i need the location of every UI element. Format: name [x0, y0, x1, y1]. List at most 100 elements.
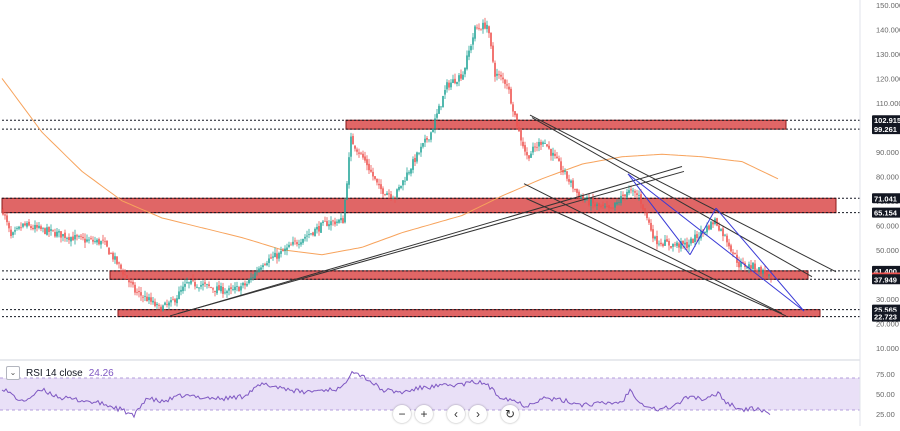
- candle-body: [312, 232, 314, 236]
- candle: [210, 286, 212, 289]
- candle-body: [270, 257, 272, 259]
- candle: [416, 151, 418, 164]
- candle-body: [254, 272, 256, 279]
- candle-body: [178, 291, 180, 300]
- candle: [146, 292, 148, 302]
- chevron-down-icon[interactable]: ⌄: [6, 366, 20, 380]
- candle: [752, 261, 754, 272]
- candle-body: [322, 221, 324, 224]
- candle-body: [740, 262, 742, 267]
- candle: [176, 294, 178, 307]
- candle-body: [742, 262, 744, 263]
- candle-body: [294, 240, 296, 242]
- candle-body: [488, 26, 490, 34]
- candle-body: [558, 158, 560, 162]
- candle: [516, 113, 518, 128]
- candle: [664, 234, 666, 247]
- candle: [646, 212, 648, 221]
- candle: [206, 283, 208, 289]
- candle-body: [614, 202, 616, 208]
- candle: [750, 260, 752, 274]
- candle: [570, 179, 572, 188]
- candle-body: [326, 221, 328, 226]
- scroll-right-button[interactable]: ›: [469, 405, 487, 423]
- candle: [364, 151, 366, 163]
- candle-body: [556, 156, 558, 159]
- candle-body: [516, 113, 518, 127]
- candle-body: [344, 199, 346, 223]
- candle-body: [140, 292, 142, 296]
- candle: [180, 285, 182, 296]
- candle-body: [78, 236, 80, 237]
- candle: [140, 286, 142, 301]
- candle-body: [166, 304, 168, 305]
- candle: [4, 212, 6, 220]
- candle: [758, 267, 760, 275]
- candle: [286, 243, 288, 256]
- candle: [224, 288, 226, 295]
- candle: [568, 174, 570, 185]
- candle: [716, 217, 718, 227]
- candle: [522, 137, 524, 149]
- candle-body: [220, 286, 222, 292]
- candle: [436, 108, 438, 120]
- candle: [622, 191, 624, 201]
- candle-body: [228, 288, 230, 291]
- candle: [56, 228, 58, 238]
- candle: [278, 251, 280, 262]
- candle: [656, 230, 658, 250]
- price-tag: 65.154: [872, 207, 900, 218]
- candle: [72, 231, 74, 241]
- candle: [372, 167, 374, 181]
- candle: [464, 67, 466, 78]
- candle-body: [200, 284, 202, 287]
- candle-body: [356, 149, 358, 152]
- candle-body: [100, 240, 102, 245]
- candle: [300, 238, 302, 247]
- candle: [346, 181, 348, 201]
- candle: [218, 280, 220, 291]
- candle-body: [232, 289, 234, 290]
- candle-body: [492, 45, 494, 62]
- candle: [582, 193, 584, 203]
- candle-body: [62, 234, 64, 237]
- candle-body: [458, 75, 460, 82]
- candle: [144, 290, 146, 301]
- candle-body: [484, 22, 486, 29]
- candle-body: [748, 264, 750, 269]
- candle: [394, 196, 396, 203]
- candle: [330, 216, 332, 231]
- candle: [532, 142, 534, 156]
- candle-body: [560, 161, 562, 171]
- candle: [164, 301, 166, 306]
- candle: [440, 106, 442, 111]
- zoom-in-button[interactable]: +: [415, 405, 433, 423]
- candle: [574, 188, 576, 192]
- candle-body: [718, 225, 720, 231]
- candle: [550, 148, 552, 161]
- candle-body: [92, 239, 94, 242]
- candle-body: [198, 287, 200, 289]
- zone-3: [117, 309, 821, 318]
- candle-body: [248, 279, 250, 284]
- candle-body: [244, 283, 246, 286]
- scroll-left-button[interactable]: ‹: [447, 405, 465, 423]
- candle: [198, 287, 200, 292]
- candle-body: [358, 152, 360, 154]
- candle: [106, 240, 108, 248]
- candle: [274, 247, 276, 258]
- candle: [572, 178, 574, 193]
- candle-body: [196, 286, 198, 288]
- reset-chart-button[interactable]: ↻: [501, 405, 519, 423]
- candle-body: [628, 190, 630, 194]
- candle: [474, 24, 476, 42]
- candle-body: [750, 265, 752, 269]
- zoom-out-button[interactable]: −: [393, 405, 411, 423]
- candle-body: [4, 214, 6, 216]
- candle-body: [386, 193, 388, 196]
- candle: [432, 128, 434, 133]
- candle: [676, 240, 678, 249]
- candle: [542, 140, 544, 148]
- candle-body: [546, 144, 548, 147]
